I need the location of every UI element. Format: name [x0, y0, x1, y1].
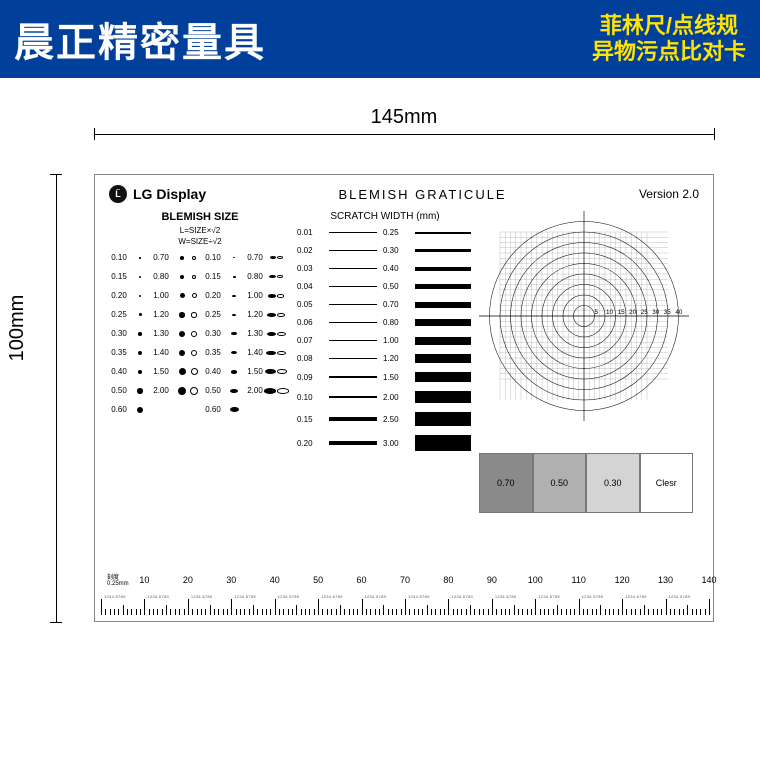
right-section: 510152025303540 0.700.500.30Clesr [473, 211, 693, 587]
ruler-unit: 刻度 0.25mm [107, 575, 129, 587]
lg-icon: L̈ [109, 185, 127, 203]
svg-text:20: 20 [629, 309, 637, 316]
svg-text:40: 40 [675, 309, 683, 316]
dimension-width: 145mm [94, 106, 714, 129]
svg-text:35: 35 [664, 309, 672, 316]
banner-title: 晨正精密量具 [14, 10, 266, 68]
drawing-area: 145mm 100mm L̈ LG Display BLEMISH GRATIC… [0, 78, 760, 760]
svg-text:25: 25 [641, 309, 649, 316]
blemish-grid: 0.100.700.100.700.150.800.150.800.201.00… [105, 253, 295, 414]
card-header: L̈ LG Display BLEMISH GRATICULE Version … [95, 175, 713, 207]
banner-subtitle: 菲林尺/点线规 异物污点比对卡 [592, 13, 746, 66]
concentric-target: 510152025303540 [479, 211, 689, 421]
brand-logo: L̈ LG Display [109, 185, 206, 203]
top-banner: 晨正精密量具 菲林尺/点线规 异物污点比对卡 [0, 0, 760, 78]
graticule-card: L̈ LG Display BLEMISH GRATICULE Version … [94, 174, 714, 622]
svg-text:15: 15 [618, 309, 626, 316]
scratch-section: SCRATCH WIDTH (mm) 0.010.250.020.300.030… [295, 211, 473, 587]
version-label: Version 2.0 [639, 187, 699, 201]
svg-text:10: 10 [606, 309, 614, 316]
scratch-grid: 0.010.250.020.300.030.400.040.500.050.70… [297, 228, 473, 451]
bottom-ruler: 刻度 0.25mm 102030405060708090100110120130… [101, 575, 707, 615]
dimension-height: 100mm [6, 268, 29, 388]
grayscale-row: 0.700.500.30Clesr [479, 453, 693, 513]
svg-text:30: 30 [652, 309, 660, 316]
blemish-section: BLEMISH SIZE L=SIZE×√2 W=SIZE÷√2 0.100.7… [105, 211, 295, 587]
card-title: BLEMISH GRATICULE [338, 187, 506, 202]
svg-text:5: 5 [595, 309, 599, 316]
